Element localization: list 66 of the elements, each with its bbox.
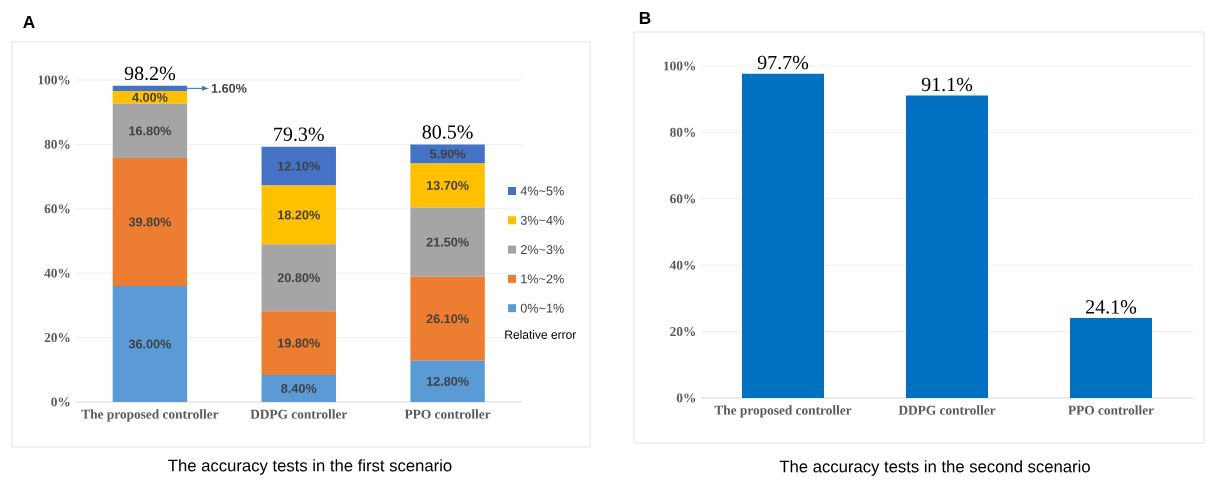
bar: [261, 311, 336, 375]
x-tick-label: The proposed controller: [81, 409, 219, 422]
y-tick-label: 20%: [44, 333, 70, 343]
data-label: 20.80%: [277, 273, 320, 283]
legend-label: 4%~5%: [520, 186, 564, 196]
data-label: 5.90%: [430, 149, 466, 159]
data-label: 1.60%: [211, 83, 247, 93]
legend-label: 1%~2%: [521, 274, 564, 284]
data-label: 12.80%: [426, 376, 469, 386]
data-label: 18.20%: [278, 210, 320, 220]
data-label: 24.1%: [1086, 300, 1137, 314]
x-tick-label: DDPG controller: [898, 405, 996, 415]
bar: [261, 374, 336, 402]
data-label: 8.40%: [281, 383, 317, 393]
bar: [1070, 317, 1152, 398]
bar: [261, 146, 336, 186]
legend-label: 3%~4%: [520, 215, 564, 225]
x-tick-label: PPO controller: [404, 409, 491, 419]
bar: [410, 163, 485, 208]
legend-label: 0%~1%: [520, 303, 564, 313]
y-tick-label: 0%: [51, 397, 70, 407]
annotation: 80.5%: [422, 125, 473, 139]
chart-title: B: [639, 12, 651, 24]
y-tick-label: 100%: [38, 75, 70, 85]
x-tick-label: DDPG controller: [250, 409, 348, 419]
bar: [742, 73, 825, 398]
data-label: 36.00%: [128, 339, 172, 349]
annotation: 79.3%: [274, 127, 324, 142]
bar: [112, 85, 188, 91]
data-label: 91.1%: [921, 77, 973, 92]
x-tick-label: The proposed controller: [714, 405, 852, 418]
data-label: 21.50%: [426, 237, 469, 247]
data-label: 13.70%: [426, 180, 469, 190]
annotation: 98.2%: [124, 66, 176, 81]
data-label: 16.80%: [129, 126, 172, 136]
bar: [410, 207, 485, 277]
bar: [906, 95, 988, 398]
bar: [410, 360, 485, 402]
y-tick-label: 80%: [44, 139, 70, 149]
y-tick-label: 20%: [670, 327, 696, 337]
bar: [410, 144, 485, 164]
data-label: 26.10%: [426, 314, 469, 324]
bar: [112, 157, 188, 287]
data-label: 97.7%: [757, 55, 809, 70]
bar: [410, 276, 485, 361]
y-tick-label: 60%: [670, 194, 696, 204]
data-label: 12.10%: [278, 161, 320, 171]
chart-title: A: [23, 16, 35, 28]
data-label: 19.80%: [278, 338, 320, 348]
y-tick-label: 40%: [44, 268, 70, 278]
legend-label: 2%~3%: [520, 245, 564, 255]
x-axis-title: The accuracy tests in the second scenario: [779, 460, 1090, 476]
y-tick-label: 0%: [676, 393, 696, 403]
data-label: 39.80%: [128, 217, 172, 227]
bar: [261, 244, 336, 312]
x-axis-title: The accuracy tests in the first scenario: [168, 459, 452, 475]
legend-title: Relative error: [505, 330, 577, 339]
x-tick-label: PPO controller: [1068, 405, 1154, 415]
data-label: 4.00%: [132, 92, 168, 102]
bar: [261, 185, 336, 245]
y-tick-label: 100%: [664, 61, 696, 71]
bar: [112, 286, 188, 402]
bar: [112, 103, 188, 158]
y-tick-label: 80%: [670, 127, 696, 137]
y-tick-label: 40%: [669, 260, 696, 270]
y-tick-label: 60%: [44, 204, 70, 214]
